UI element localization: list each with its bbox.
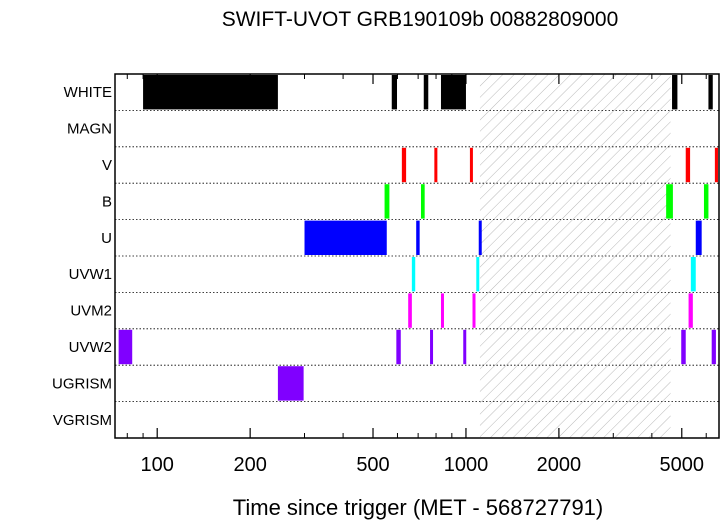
filter-label-uvm2: UVM2	[70, 303, 112, 320]
exposure-bar-white-3	[440, 75, 466, 110]
x-tick-label-200: 200	[233, 454, 266, 476]
exposure-bar-uvw1-0	[411, 257, 416, 292]
exposure-bar-uvw2-4	[681, 329, 686, 365]
exposure-bar-white-2	[423, 75, 429, 110]
exposure-bar-u-2	[478, 220, 482, 255]
exposure-bar-b-0	[384, 184, 390, 219]
x-tick-label-500: 500	[356, 454, 389, 476]
exposure-bar-uvw1-2	[690, 257, 696, 292]
exposure-bar-uvw2-5	[711, 329, 716, 365]
exposure-bar-v-0	[401, 147, 407, 183]
x-axis-title: Time since trigger (MET - 568727791)	[233, 495, 604, 520]
exposure-bar-uvw2-2	[430, 329, 434, 365]
exposure-bar-white-0	[143, 75, 278, 110]
filter-label-ugrism: UGRISM	[52, 375, 112, 392]
exposure-bar-uvm2-2	[472, 293, 476, 328]
exposure-bar-v-3	[685, 147, 691, 183]
filter-label-v: V	[102, 157, 112, 174]
x-tick-label-2000: 2000	[537, 454, 582, 476]
exposure-bar-white-4	[672, 75, 678, 110]
filter-label-b: B	[102, 193, 112, 210]
exposure-bar-b-3	[703, 184, 709, 219]
observation-gap-region	[479, 74, 671, 438]
exposure-bar-uvm2-0	[408, 293, 412, 328]
exposure-bar-u-0	[304, 220, 387, 255]
filter-label-uvw1: UVW1	[69, 266, 112, 283]
exposure-bar-uvw2-0	[118, 329, 133, 365]
exposure-bar-v-4	[714, 147, 718, 183]
x-tick-label-100: 100	[141, 454, 174, 476]
filter-labels: WHITE MAGN V B U UVW1 UVM2 UVW2 UGRISM VGRISM	[52, 84, 112, 429]
exposure-bar-uvm2-3	[688, 293, 693, 328]
exposure-bar-white-1	[391, 75, 398, 110]
exposure-bar-uvm2-1	[440, 293, 444, 328]
exposure-bar-u-3	[695, 220, 702, 255]
x-tick-label-5000: 5000	[660, 454, 705, 476]
chart-title: SWIFT-UVOT GRB190109b 00882809000	[222, 8, 619, 31]
row-separators	[115, 110, 719, 403]
x-axis-ticks: 100 200 500 1000 2000 5000	[126, 74, 707, 476]
exposure-bar-u-1	[416, 220, 420, 255]
filter-label-u: U	[101, 230, 112, 247]
exposure-bar-white-5	[708, 75, 713, 110]
filter-label-uvw2: UVW2	[69, 339, 112, 356]
filter-label-white: WHITE	[64, 84, 112, 101]
plot-frame	[114, 73, 720, 439]
filter-label-vgrism: VGRISM	[53, 412, 112, 429]
exposure-bar-uvw2-3	[463, 329, 467, 365]
exposure-bar-ugrism-0	[277, 366, 304, 401]
exposure-bar-v-1	[434, 147, 438, 183]
filter-label-magn: MAGN	[67, 121, 112, 138]
exposure-bar-v-2	[469, 147, 473, 183]
exposure-bars	[118, 75, 718, 401]
exposure-bar-b-1	[420, 184, 425, 219]
exposure-bar-uvw1-1	[476, 257, 480, 292]
exposure-bar-uvw2-1	[396, 329, 401, 365]
x-tick-label-1000: 1000	[444, 454, 489, 476]
exposure-bar-b-2	[666, 184, 673, 219]
